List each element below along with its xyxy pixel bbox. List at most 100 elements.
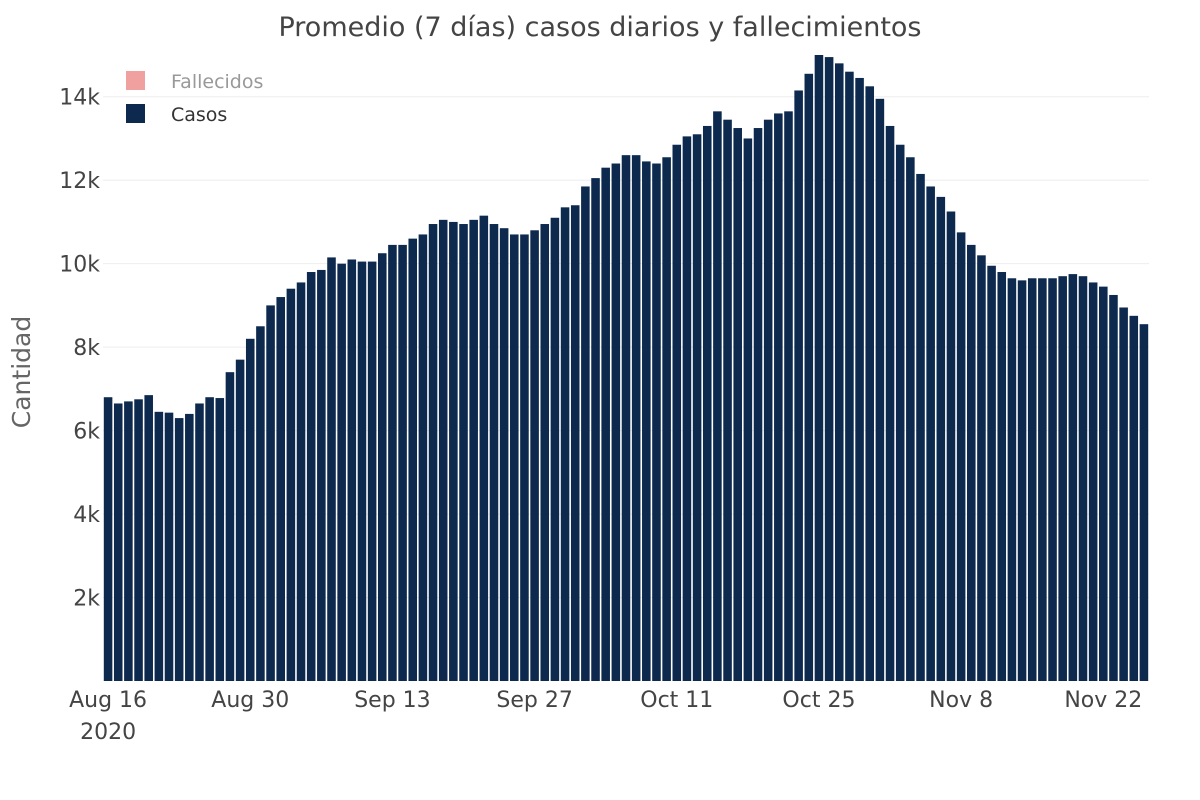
bar-casos[interactable] [388,244,397,681]
bar-casos[interactable] [550,217,560,681]
bar-casos[interactable] [327,257,336,681]
bar-casos[interactable] [1068,274,1078,681]
bar-casos[interactable] [266,305,275,681]
bar-casos[interactable] [885,125,895,681]
bar-casos[interactable] [164,412,174,681]
bar-casos[interactable] [591,178,600,682]
bar-casos[interactable] [875,98,885,681]
bar-casos[interactable] [794,90,803,682]
bar-casos[interactable] [124,401,133,681]
bar-casos[interactable] [1088,282,1098,681]
bar-casos[interactable] [103,397,113,681]
bar-casos[interactable] [205,397,214,681]
bar-casos[interactable] [652,163,661,681]
bar-casos[interactable] [763,119,773,681]
bar-casos[interactable] [347,259,357,681]
bar-casos[interactable] [459,224,468,681]
legend[interactable]: Fallecidos Casos [126,71,263,126]
bar-casos[interactable] [916,173,925,681]
bar-casos[interactable] [672,144,682,682]
bar-casos[interactable] [1119,307,1128,681]
bar-casos[interactable] [367,261,377,681]
bar-casos[interactable] [520,234,529,681]
bar-casos[interactable] [804,73,814,681]
bar-casos[interactable] [601,167,610,681]
bar-casos[interactable] [479,215,489,682]
bar-casos[interactable] [611,163,621,681]
bar-casos[interactable] [1139,324,1149,681]
bar-casos[interactable] [845,71,854,681]
bar-casos[interactable] [286,288,296,681]
bar-casos[interactable] [256,326,265,681]
bar-casos[interactable] [895,144,905,682]
bar-casos[interactable] [377,253,387,682]
bar-casos[interactable] [144,395,153,681]
legend-label-fallecidos[interactable]: Fallecidos [171,71,263,93]
bar-casos[interactable] [245,338,255,681]
bar-casos[interactable] [784,111,793,682]
bar-casos[interactable] [926,186,935,681]
bar-casos[interactable] [337,263,346,681]
bar-casos[interactable] [1058,276,1067,681]
bar-casos[interactable] [692,134,702,682]
bar-casos[interactable] [682,136,692,681]
bar-casos[interactable] [581,186,590,681]
bar-casos[interactable] [824,57,834,681]
bar-casos[interactable] [540,224,550,681]
bar-casos[interactable] [306,272,316,681]
bar-casos[interactable] [946,211,956,682]
bar-casos[interactable] [855,77,864,681]
bar-casos[interactable] [530,230,539,681]
bar-casos[interactable] [956,232,966,681]
bar-casos[interactable] [174,418,184,681]
bar-casos[interactable] [570,205,580,682]
bar-casos[interactable] [438,219,448,681]
bar-casos[interactable] [906,157,915,681]
bar-casos[interactable] [185,413,194,681]
legend-swatch-fallecidos[interactable] [126,71,145,90]
bar-casos[interactable] [296,282,306,681]
bar-casos[interactable] [235,359,245,681]
bar-casos[interactable] [834,63,844,682]
bar-casos[interactable] [1007,278,1017,681]
bar-casos[interactable] [997,272,1007,681]
bar-casos[interactable] [662,157,671,681]
bar-casos[interactable] [276,297,285,681]
bar-casos[interactable] [733,128,742,681]
bar-casos[interactable] [642,161,651,682]
bar-casos[interactable] [469,219,478,681]
bar-casos[interactable] [225,372,235,681]
bar-casos[interactable] [499,228,509,681]
bar-casos[interactable] [865,86,875,682]
bar-casos[interactable] [1038,278,1047,681]
bar-casos[interactable] [936,196,946,681]
bar-casos[interactable] [195,403,204,681]
bar-casos[interactable] [723,119,732,681]
bar-casos[interactable] [753,128,763,681]
bar-casos[interactable] [702,125,712,681]
bar-casos[interactable] [1099,286,1108,681]
bar-casos[interactable] [317,269,326,681]
bar-casos[interactable] [418,234,428,681]
bar-casos[interactable] [621,155,631,681]
bar-casos[interactable] [428,224,438,681]
bar-casos[interactable] [1017,280,1027,681]
bar-casos[interactable] [154,411,164,681]
bar-casos[interactable] [134,399,143,681]
bar-casos[interactable] [743,138,753,682]
legend-label-casos[interactable]: Casos [171,104,227,126]
bar-casos[interactable] [489,224,499,681]
bar-casos[interactable] [560,207,570,681]
bar-casos[interactable] [987,265,996,681]
bar-casos[interactable] [1129,315,1139,681]
bar-casos[interactable] [631,155,641,681]
bar-casos[interactable] [357,261,367,681]
bar-casos[interactable] [510,234,519,681]
bar-casos[interactable] [977,255,986,681]
bar-casos[interactable] [713,111,722,682]
legend-swatch-casos[interactable] [126,104,145,123]
bar-casos[interactable] [774,113,783,682]
bar-casos[interactable] [398,244,407,681]
bar-casos[interactable] [1048,278,1057,681]
bar-casos[interactable] [967,244,976,681]
